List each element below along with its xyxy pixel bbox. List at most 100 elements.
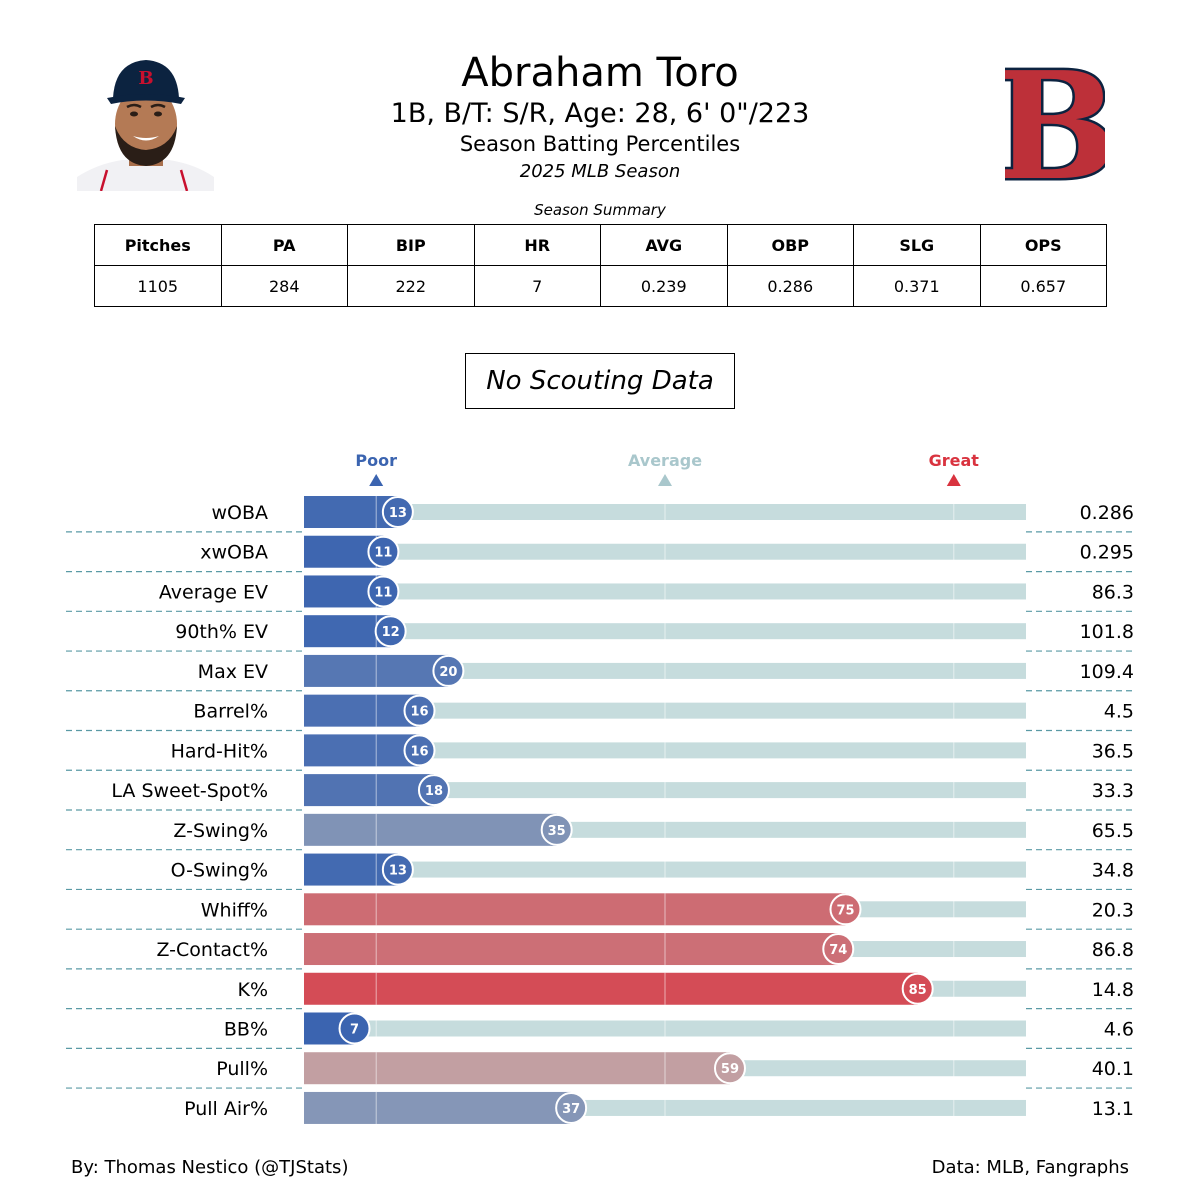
stat-value: 0.295 [1080,542,1134,564]
percentile-marker [403,734,436,767]
percentile-value-label: 20 [439,665,457,680]
summary-header-cell: Pitches [94,224,222,266]
stat-label: Z-Swing% [173,820,268,842]
player-headshot: B [77,52,214,191]
summary-caption: Season Summary [534,201,666,219]
percentile-value-label: 16 [410,705,428,720]
svg-text:B: B [1005,56,1105,188]
percentile-bar [304,813,557,846]
percentile-value-label: 13 [389,506,407,521]
percentile-bar [304,893,846,926]
percentile-bar [304,1052,730,1085]
percentile-bar [304,774,434,807]
stat-label: Max EV [198,661,268,683]
summary-value-row: 1105 284 222 7 0.239 0.286 0.371 0.657 [94,265,1107,307]
stat-value: 0.286 [1080,502,1134,524]
footer-source: Data: MLB, Fangraphs [931,1157,1129,1178]
summary-value-cell: 284 [220,265,348,307]
scale-label-great: Great [929,451,980,470]
summary-value-cell: 7 [473,265,601,307]
summary-value-cell: 0.657 [979,265,1107,307]
percentile-marker [432,654,465,687]
percentile-marker [417,774,450,807]
percentile-value-label: 85 [909,983,927,998]
percentile-marker [381,853,414,886]
stat-label: K% [237,979,268,1001]
percentile-value-label: 13 [389,864,407,879]
summary-header-cell: OPS [979,224,1107,266]
percentile-value-label: 75 [836,903,854,918]
percentile-bar [304,734,420,767]
stat-label: LA Sweet-Spot% [111,780,268,802]
percentile-marker [367,575,400,608]
no-scouting-data-box: No Scouting Data [465,353,735,409]
percentile-value-label: 35 [548,824,566,839]
percentile-marker [338,1012,371,1045]
stat-label: BB% [224,1018,268,1040]
summary-value-cell: 0.371 [853,265,981,307]
footer-credit: By: Thomas Nestico (@TJStats) [71,1157,349,1178]
stat-value: 36.5 [1092,740,1134,762]
percentile-marker [555,1091,588,1124]
stat-label: xwOBA [200,542,268,564]
stat-value: 65.5 [1092,820,1134,842]
stat-label: wOBA [211,502,268,524]
percentile-value-label: 11 [374,546,392,561]
percentile-bar [304,1091,572,1124]
no-scouting-data-label: No Scouting Data [486,366,714,396]
stat-label: 90th% EV [175,621,268,643]
summary-value-cell: 222 [347,265,475,307]
summary-header-row: Pitches PA BIP HR AVG OBP SLG OPS [94,224,1107,266]
stat-value: 4.6 [1104,1018,1134,1040]
scale-marker-poor [369,474,384,486]
percentile-marker [381,496,414,528]
stat-value: 20.3 [1092,899,1134,921]
percentile-marker [713,1052,746,1085]
stat-label: Whiff% [201,899,268,921]
stat-label: Average EV [159,581,268,603]
percentile-value-label: 7 [350,1022,359,1037]
season-summary-table: Pitches PA BIP HR AVG OBP SLG OPS 1105 2… [94,224,1107,307]
stat-value: 13.1 [1092,1098,1134,1120]
season-label: 2025 MLB Season [519,161,681,182]
summary-header-cell: BIP [347,224,475,266]
stat-value: 14.8 [1092,979,1134,1001]
summary-value-cell: 0.286 [726,265,854,307]
percentile-marker [540,813,573,846]
percentile-marker [901,972,934,1005]
stat-label: O-Swing% [171,860,268,882]
percentile-value-label: 12 [382,625,400,640]
percentile-marker [374,615,407,648]
percentile-value-label: 59 [721,1062,739,1077]
summary-header-cell: AVG [600,224,728,266]
percentile-value-label: 18 [425,784,443,799]
scale-label-poor: Poor [355,451,397,470]
percentile-bar [304,972,918,1005]
percentile-value-label: 74 [829,943,847,958]
summary-header-cell: PA [220,224,348,266]
stat-label: Pull Air% [184,1098,268,1120]
summary-value-cell: 0.239 [600,265,728,307]
percentile-chart: Poor Average Great 13 wOBA 0.286 11 xwOBA 0.295 1… [66,451,1134,1124]
stat-label: Pull% [216,1058,268,1080]
scale-label-average: Average [628,451,702,470]
stat-value: 86.8 [1092,939,1134,961]
percentile-marker [829,893,862,926]
chart-subtitle: Season Batting Percentiles [459,132,741,156]
stat-value: 4.5 [1104,701,1134,723]
stat-label: Z-Contact% [156,939,268,961]
stat-value: 101.8 [1080,621,1134,643]
summary-header-cell: OBP [726,224,854,266]
team-logo: B [990,37,1120,216]
scale-marker-great [946,474,961,486]
summary-value-cell: 1105 [94,265,222,307]
percentile-bar [304,694,420,727]
player-name: Abraham Toro [461,50,739,96]
stat-value: 33.3 [1092,780,1134,802]
stat-value: 34.8 [1092,860,1134,882]
stat-value: 109.4 [1080,661,1134,683]
stat-label: Barrel% [193,701,268,723]
percentile-value-label: 16 [410,744,428,759]
svg-text:B: B [138,68,153,89]
scale-marker-average [658,474,672,486]
